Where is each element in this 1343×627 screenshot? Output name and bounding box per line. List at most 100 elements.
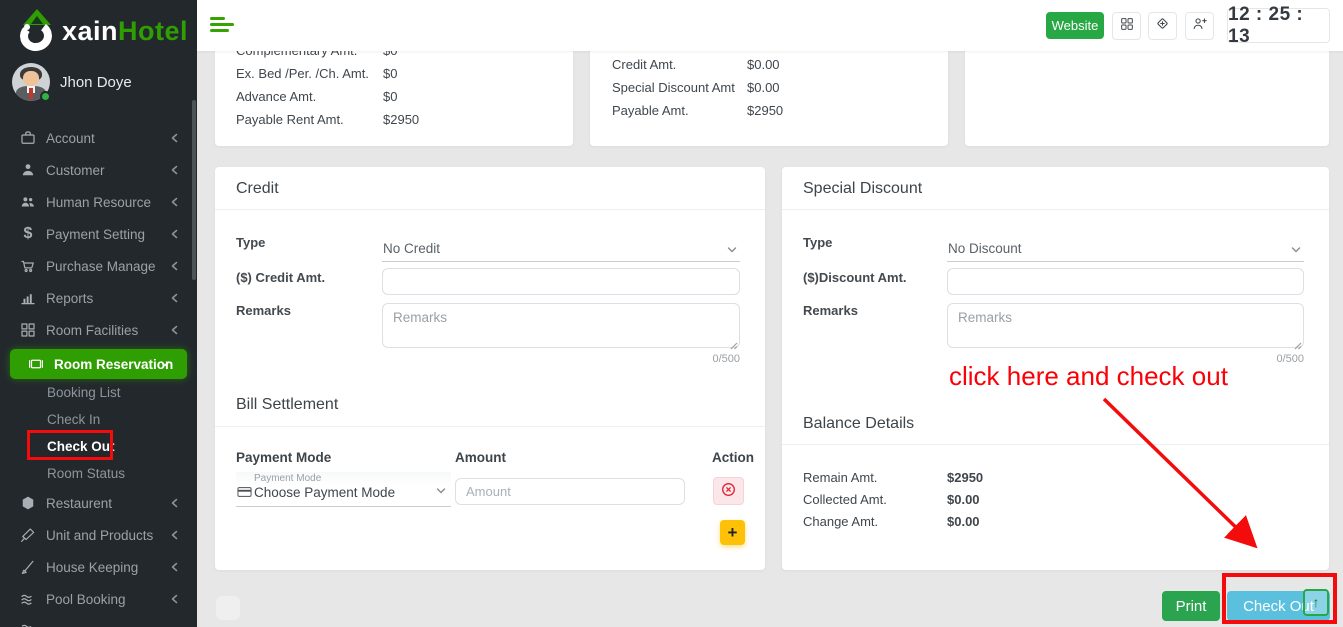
sidebar-item-pool-booking[interactable]: Pool Booking xyxy=(0,585,197,613)
sidebar-item-customer[interactable]: Customer xyxy=(0,156,197,184)
brand-name: xainHotel xyxy=(62,15,189,46)
discount-remarks-label: Remarks xyxy=(803,303,858,318)
person-icon xyxy=(19,161,37,179)
sidebar-item-room-facilities[interactable]: Room Facilities xyxy=(0,316,197,344)
chevron-left-icon xyxy=(169,292,181,304)
chevron-left-icon xyxy=(169,260,181,272)
diamond-target-icon xyxy=(1154,15,1171,37)
brand-house-smiley-icon xyxy=(14,8,60,54)
summary-value: $0.00 xyxy=(747,80,780,95)
summary-label: Special Discount Amt xyxy=(612,80,735,95)
briefcase-icon xyxy=(19,129,37,147)
annotation-box-check-out-button xyxy=(1222,573,1337,624)
summary-label: Payable Rent Amt. xyxy=(236,112,344,127)
credit-type-select[interactable]: No Credit xyxy=(382,235,740,262)
add-user-button[interactable] xyxy=(1185,12,1214,40)
resize-handle-icon[interactable] xyxy=(1292,337,1302,350)
broom-icon xyxy=(19,558,37,576)
topbar: Website 12 : 25 : 13 xyxy=(197,0,1343,51)
discount-amount-input[interactable] xyxy=(947,268,1304,295)
print-button[interactable]: Print xyxy=(1162,591,1220,621)
sidebar: xainHotel Jhon Doye Account Customer Hum… xyxy=(0,0,197,627)
balance-label: Change Amt. xyxy=(803,514,879,529)
sidebar-item-restaurent[interactable]: Restaurent xyxy=(0,489,197,517)
discount-type-label: Type xyxy=(803,235,833,250)
sidebar-item-unit-and-products[interactable]: Unit and Products xyxy=(0,521,197,549)
balance-value: $0.00 xyxy=(947,514,980,529)
avatar xyxy=(12,63,51,102)
credit-section-title: Credit xyxy=(236,180,279,197)
remove-row-button[interactable] xyxy=(713,477,744,505)
sidebar-item-house-keeping[interactable]: House Keeping xyxy=(0,553,197,581)
credit-amount-input[interactable] xyxy=(382,268,740,295)
add-row-button[interactable]: + xyxy=(720,520,745,545)
scroll-to-top-button[interactable]: ↑ xyxy=(1303,589,1329,616)
grid-icon xyxy=(19,321,37,339)
annotation-text: click here and check out xyxy=(949,361,1228,391)
website-button[interactable]: Website xyxy=(1046,12,1104,39)
chevron-left-icon xyxy=(169,132,181,144)
sidebar-item-human-resource[interactable]: Human Resource xyxy=(0,188,197,216)
tag-pin-icon xyxy=(19,526,37,544)
bill-settlement-title: Bill Settlement xyxy=(236,396,339,413)
sidebar-item-account[interactable]: Account xyxy=(0,124,197,152)
divider xyxy=(782,444,1329,445)
sidebar-item-purchase-manage[interactable]: Purchase Manage xyxy=(0,252,197,280)
sidebar-scrollbar[interactable] xyxy=(192,100,196,280)
chevron-left-icon xyxy=(169,196,181,208)
bar-chart-icon xyxy=(19,289,37,307)
credit-type-label: Type xyxy=(236,235,266,250)
dollar-icon: $ xyxy=(23,225,33,242)
credit-remarks-textarea[interactable] xyxy=(382,303,740,348)
summary-value: $2950 xyxy=(383,112,420,127)
chevron-left-icon xyxy=(169,561,181,573)
balance-label: Remain Amt. xyxy=(803,470,878,485)
discount-type-select[interactable]: No Discount xyxy=(947,235,1304,262)
bill-amount-input[interactable] xyxy=(455,478,685,505)
sidebar-subitem-check-in[interactable]: Check In xyxy=(47,411,101,427)
sidebar-item-payment-setting[interactable]: $ Payment Setting xyxy=(0,220,197,248)
chevron-left-icon xyxy=(169,497,181,509)
summary-value: $0.00 xyxy=(747,57,780,72)
user-profile[interactable]: Jhon Doye xyxy=(12,63,132,102)
summary-value: $0 xyxy=(383,66,398,81)
balance-details-title: Balance Details xyxy=(803,415,915,432)
divider xyxy=(782,209,1329,210)
sidebar-subitem-booking-list[interactable]: Booking List xyxy=(47,384,121,400)
chevron-left-icon xyxy=(169,164,181,176)
sidebar-item-room-reservation[interactable]: Room Reservation xyxy=(10,349,187,379)
discount-remarks-textarea[interactable] xyxy=(947,303,1304,348)
discount-amount-label: ($)Discount Amt. xyxy=(803,270,907,285)
payment-mode-floating-label: Payment Mode xyxy=(254,473,322,484)
resize-handle-icon[interactable] xyxy=(728,337,738,350)
column-header-amount: Amount xyxy=(455,450,506,465)
chevron-left-icon xyxy=(169,529,181,541)
divider xyxy=(215,426,765,427)
summary-label: Credit Amt. xyxy=(612,57,677,72)
sidebar-subitem-check-out[interactable]: Check Out xyxy=(47,438,115,454)
payment-mode-select[interactable]: Payment Mode Choose Payment Mode xyxy=(236,472,451,507)
chevron-down-icon xyxy=(435,484,447,496)
sidebar-subitem-room-status[interactable]: Room Status xyxy=(47,465,126,481)
restaurant-icon xyxy=(19,494,37,512)
credit-bill-card: Credit Type No Credit ($) Credit Amt. Re… xyxy=(215,167,765,570)
chevron-down-icon xyxy=(726,243,738,255)
sidebar-item-reports[interactable]: Reports xyxy=(0,284,197,312)
credit-char-counter: 0/500 xyxy=(712,353,740,365)
discount-char-counter: 0/500 xyxy=(1276,353,1304,365)
brand-logo[interactable]: xainHotel xyxy=(14,8,188,54)
chevron-left-icon xyxy=(169,324,181,336)
chevron-left-icon xyxy=(169,593,181,605)
hamburger-menu-icon[interactable] xyxy=(210,17,236,33)
cart-icon xyxy=(19,257,37,275)
apps-grid-button[interactable] xyxy=(1112,12,1141,40)
summary-value: $2950 xyxy=(747,103,784,118)
waves-icon xyxy=(19,590,37,608)
navigation-target-button[interactable] xyxy=(1148,12,1177,40)
summary-label: Payable Amt. xyxy=(612,103,689,118)
balance-value: $0.00 xyxy=(947,492,980,507)
check-out-button[interactable]: Check Out xyxy=(1227,591,1330,621)
annotation-box-sidebar-check-out xyxy=(27,430,113,460)
chevron-down-icon xyxy=(1290,243,1302,255)
